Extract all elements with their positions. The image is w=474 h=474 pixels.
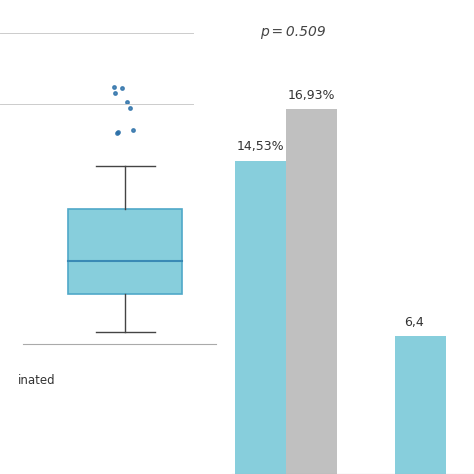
Bar bbox=[235, 161, 286, 474]
Bar bbox=[68, 209, 182, 294]
Text: inated: inated bbox=[18, 374, 56, 387]
Text: 6,4: 6,4 bbox=[404, 316, 423, 328]
Text: 14,53%: 14,53% bbox=[237, 140, 284, 154]
Text: p = 0.509: p = 0.509 bbox=[260, 25, 326, 39]
Text: 16,93%: 16,93% bbox=[288, 89, 335, 102]
Bar bbox=[395, 336, 446, 474]
Bar bbox=[286, 109, 337, 474]
